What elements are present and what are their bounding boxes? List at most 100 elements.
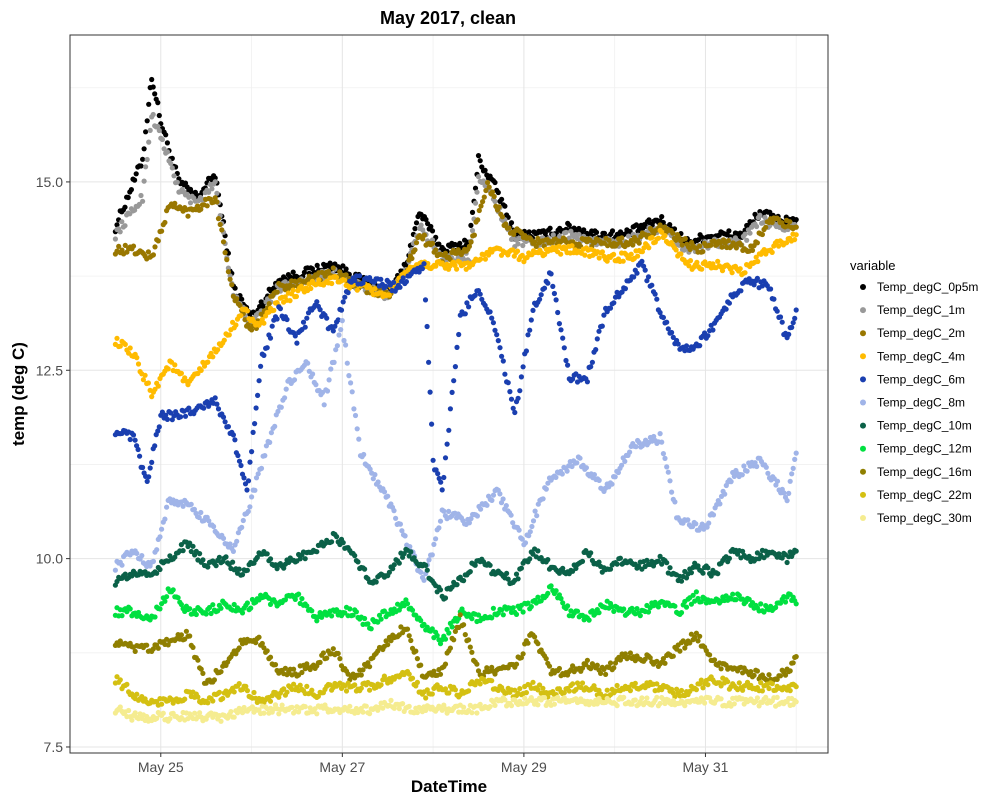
data-point	[674, 686, 680, 692]
data-point	[424, 323, 430, 330]
data-point	[586, 617, 592, 623]
data-point	[191, 506, 197, 512]
data-point	[187, 540, 193, 546]
data-point	[225, 269, 231, 275]
data-point	[556, 665, 563, 672]
data-point	[789, 471, 795, 477]
data-point	[525, 600, 531, 606]
data-point	[466, 688, 472, 694]
data-point	[373, 579, 379, 585]
data-point	[413, 648, 419, 654]
data-point	[642, 656, 648, 662]
data-point	[200, 670, 206, 677]
data-point	[340, 299, 346, 305]
data-point	[468, 239, 474, 245]
data-point	[383, 283, 389, 289]
data-point	[429, 228, 436, 234]
data-point	[362, 615, 368, 622]
data-point	[499, 196, 505, 202]
data-point	[477, 158, 483, 164]
data-point	[127, 606, 133, 612]
data-point	[433, 263, 439, 269]
data-point	[409, 255, 415, 262]
data-point	[520, 364, 526, 370]
data-point	[164, 416, 170, 422]
data-point	[475, 668, 482, 674]
data-point	[272, 423, 278, 429]
data-point	[492, 198, 498, 204]
data-point	[326, 377, 332, 383]
data-point	[659, 439, 665, 445]
data-point	[698, 677, 704, 683]
data-point	[444, 441, 450, 447]
data-point	[570, 681, 576, 687]
data-point	[128, 187, 134, 193]
data-point	[343, 688, 350, 694]
data-point	[418, 569, 424, 575]
y-tick-label: 10.0	[36, 551, 63, 567]
data-point	[652, 291, 658, 297]
data-point	[679, 242, 685, 248]
data-point	[264, 551, 270, 557]
data-point	[754, 668, 761, 674]
data-point	[227, 276, 233, 282]
data-point	[480, 178, 487, 184]
data-point	[267, 556, 274, 562]
data-point	[241, 475, 247, 481]
data-point	[370, 476, 376, 482]
data-point	[535, 641, 541, 647]
data-point	[654, 694, 660, 700]
data-point	[267, 698, 274, 704]
chart-title: May 2017, clean	[380, 8, 516, 28]
data-point	[279, 702, 285, 708]
data-point	[313, 382, 319, 388]
data-point	[264, 648, 270, 654]
data-point	[672, 603, 678, 609]
data-point	[596, 477, 602, 483]
data-point	[330, 328, 336, 334]
data-point	[678, 610, 685, 616]
data-point	[790, 465, 796, 471]
data-point	[198, 206, 204, 212]
data-point	[146, 101, 152, 107]
legend-key	[860, 376, 866, 383]
data-point	[353, 609, 359, 615]
data-point	[399, 528, 405, 534]
data-point	[144, 642, 150, 648]
data-point	[283, 386, 289, 392]
data-point	[239, 572, 246, 578]
data-point	[423, 562, 429, 569]
data-point	[611, 608, 617, 615]
legend-label: Temp_degC_10m	[877, 419, 972, 433]
data-point	[197, 551, 203, 557]
data-point	[150, 558, 156, 565]
data-point	[335, 650, 341, 657]
plot-border	[69, 34, 829, 754]
data-point	[496, 204, 502, 210]
data-point	[686, 263, 692, 269]
data-point	[195, 370, 201, 377]
data-point	[538, 292, 544, 298]
data-point	[341, 337, 347, 344]
data-point	[787, 688, 793, 694]
data-point	[705, 682, 711, 688]
data-point	[670, 697, 676, 704]
data-point	[698, 599, 704, 605]
data-point	[396, 706, 402, 712]
data-point	[119, 562, 125, 568]
data-point	[664, 560, 670, 566]
data-point	[474, 513, 480, 519]
data-point	[244, 308, 250, 314]
data-point	[229, 282, 235, 288]
data-point	[235, 530, 241, 536]
legend-item: Temp_degC_22m	[860, 488, 972, 502]
data-point	[452, 628, 458, 635]
data-point	[190, 543, 196, 549]
data-point	[793, 654, 799, 660]
data-point	[315, 693, 321, 699]
data-point	[324, 315, 330, 321]
data-point	[697, 343, 703, 349]
data-point	[469, 710, 475, 716]
data-point	[644, 278, 650, 284]
data-point	[140, 377, 146, 383]
